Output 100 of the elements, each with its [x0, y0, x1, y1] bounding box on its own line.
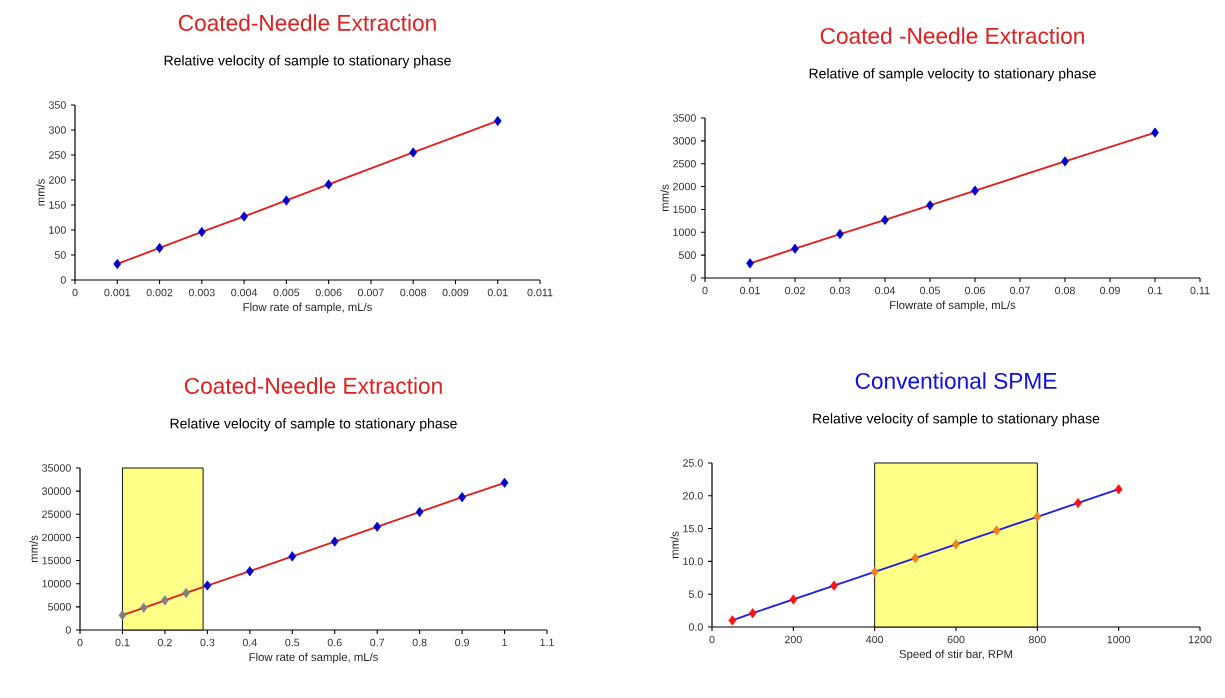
y-tick-label: 1000 — [673, 228, 696, 237]
chart-subtitle: Relative velocity of sample to stationary phase — [164, 55, 451, 69]
y-tick-label: 15.0 — [683, 524, 703, 533]
point — [870, 566, 879, 577]
x-tick-label: 0.001 — [104, 288, 131, 297]
y-tick-label: 250 — [49, 151, 66, 159]
x-tick-label: 1000 — [1107, 635, 1131, 644]
y-tick-label: 10000 — [42, 579, 71, 588]
y-axis-title: mm/s — [36, 179, 45, 206]
x-tick-label: 1 — [502, 638, 507, 647]
x-tick-label: 0.008 — [400, 288, 427, 297]
x-tick-label: 0.08 — [1055, 286, 1075, 295]
x-tick-label: 0.3 — [200, 638, 215, 647]
point — [952, 539, 960, 550]
point — [415, 506, 424, 518]
x-tick-label: 0.06 — [965, 286, 985, 295]
y-tick-label: 350 — [48, 101, 66, 109]
point — [330, 536, 339, 547]
point — [409, 147, 418, 158]
point — [836, 229, 844, 240]
point — [1151, 127, 1159, 138]
point — [926, 200, 934, 211]
x-axis-title: Flow rate of sample, mL/s — [243, 302, 372, 314]
x-tick-label: 0 — [77, 638, 83, 647]
x-tick-label: 0.2 — [157, 638, 172, 647]
chart-title: Coated-Needle Extraction — [184, 377, 442, 394]
x-tick-label: 0.4 — [242, 638, 257, 647]
x-tick-label: 0.5 — [285, 638, 300, 647]
y-tick-label: 15000 — [42, 556, 71, 565]
chart-title: Coated-Needle Extraction — [178, 14, 436, 31]
x-tick-label: 1200 — [1188, 635, 1212, 644]
x-tick-label: 400 — [866, 635, 884, 644]
y-tick-label: 2500 — [673, 159, 696, 168]
point — [197, 226, 206, 238]
x-tick-label: 0.02 — [785, 286, 805, 295]
y-axis-title: mm/s — [660, 184, 669, 212]
y-tick-label: 0 — [65, 626, 71, 634]
x-tick-label: 0.1 — [115, 638, 130, 647]
x-axis-title: Flowrate of sample, mL/s — [890, 300, 1016, 312]
point — [500, 477, 509, 488]
point — [881, 214, 889, 225]
point — [830, 580, 838, 591]
point — [282, 195, 291, 206]
chart-subtitle: Relative velocity of sample to stationary phase — [170, 418, 457, 432]
x-tick-label: 0 — [72, 288, 78, 297]
x-axis-title: Speed of stir bar, RPM — [899, 649, 1013, 661]
x-tick-label: 0.005 — [273, 288, 300, 297]
point — [992, 525, 1001, 536]
y-tick-label: 5.0 — [688, 590, 703, 598]
y-tick-label: 0 — [690, 274, 696, 282]
x-tick-label: 0 — [709, 635, 715, 644]
x-tick-label: 0.09 — [1100, 286, 1120, 295]
point — [746, 258, 754, 269]
point — [1061, 156, 1069, 167]
y-tick-label: 3000 — [672, 137, 696, 145]
x-tick-label: 0.002 — [146, 288, 173, 297]
point — [203, 580, 212, 591]
point — [791, 243, 799, 254]
chart-subtitle: Relative of sample velocity to stationary phase — [809, 68, 1096, 82]
y-tick-label: 0 — [60, 276, 66, 284]
x-tick-label: 0.01 — [740, 286, 760, 295]
point — [1033, 511, 1042, 522]
point — [728, 615, 737, 626]
point — [113, 258, 122, 270]
y-tick-label: 200 — [49, 176, 66, 184]
x-tick-label: 0.8 — [412, 638, 427, 647]
y-tick-label: 35000 — [42, 464, 71, 472]
x-tick-label: 0.07 — [1010, 286, 1030, 295]
point — [139, 602, 148, 613]
point — [182, 587, 191, 599]
x-tick-label: 1.1 — [540, 638, 554, 647]
point — [373, 521, 382, 532]
y-tick-label: 300 — [48, 126, 66, 134]
y-tick-label: 100 — [49, 226, 66, 234]
chart-title: Conventional SPME — [855, 372, 1057, 389]
x-tick-label: 0.003 — [188, 288, 215, 297]
x-tick-label: 0.9 — [455, 638, 469, 647]
x-tick-label: 0.004 — [231, 288, 258, 297]
y-tick-label: 50 — [54, 251, 66, 259]
x-tick-label: 0.11 — [1190, 286, 1210, 295]
y-tick-label: 2000 — [673, 182, 696, 191]
y-tick-label: 1500 — [673, 205, 696, 214]
x-tick-label: 0.011 — [527, 288, 553, 297]
point — [911, 553, 920, 564]
point — [971, 185, 979, 196]
x-axis-title: Flow rate of sample, mL/s — [249, 652, 378, 664]
x-tick-label: 0.007 — [357, 288, 384, 297]
point — [1114, 484, 1123, 495]
x-tick-label: 0.01 — [487, 288, 508, 297]
y-tick-label: 20.0 — [683, 492, 703, 500]
point — [288, 551, 297, 562]
point — [324, 179, 333, 190]
point — [493, 115, 502, 127]
y-axis-title: mm/s — [670, 531, 679, 559]
y-tick-label: 5000 — [47, 603, 71, 611]
chart-subtitle: Relative velocity of sample to stationary phase — [813, 413, 1100, 427]
y-tick-label: 10.0 — [683, 557, 703, 566]
x-tick-label: 0.009 — [442, 288, 469, 297]
point — [458, 492, 466, 503]
x-tick-label: 0.1 — [1148, 286, 1162, 295]
